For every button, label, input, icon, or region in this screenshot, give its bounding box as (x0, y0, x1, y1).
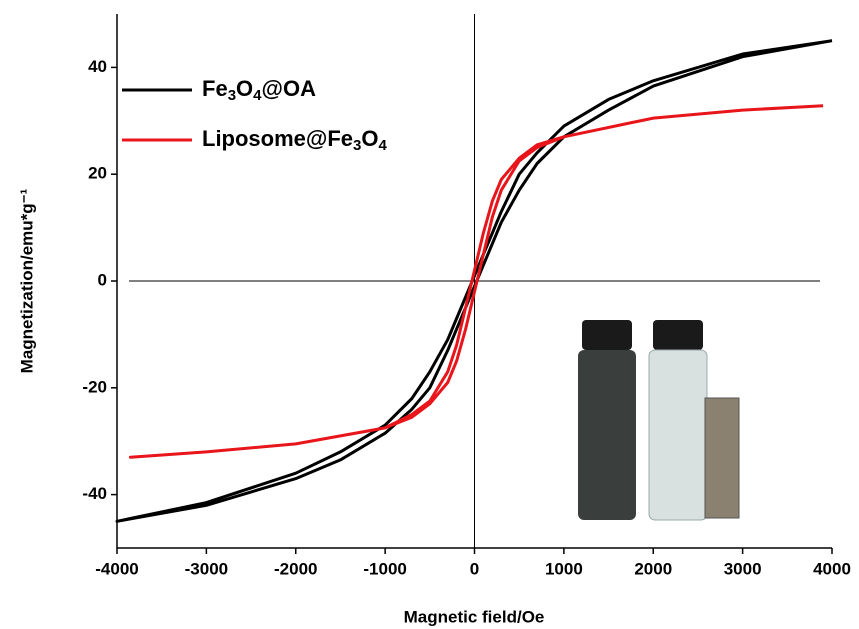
y-tick-label: -20 (82, 377, 107, 396)
x-tick-label: -4000 (95, 559, 138, 578)
vial-cap (653, 320, 703, 350)
y-tick-label: 40 (88, 57, 107, 76)
vial-cap (582, 320, 632, 350)
chart: Magnetic field/Oe Magnetization/emu*g⁻¹ … (0, 0, 859, 629)
x-tick-label: -3000 (185, 559, 228, 578)
x-tick-label: 4000 (813, 559, 851, 578)
x-tick-label: 2000 (634, 559, 672, 578)
vial-dark (578, 350, 636, 520)
x-tick-label: 1000 (545, 559, 583, 578)
y-axis-label: Magnetization/emu*g⁻¹ (17, 188, 36, 373)
x-tick-label: 3000 (724, 559, 762, 578)
x-tick-label: -2000 (274, 559, 317, 578)
x-tick-label: -1000 (363, 559, 406, 578)
x-axis-label: Magnetic field/Oe (404, 607, 545, 626)
vial-clear (649, 350, 707, 520)
y-tick-label: -40 (82, 484, 107, 503)
y-tick-label: 20 (88, 164, 107, 183)
x-tick-label: 0 (470, 559, 479, 578)
magnet (705, 398, 739, 518)
legend-label: Liposome@Fe3O4 (202, 126, 388, 154)
y-tick-label: 0 (98, 270, 107, 289)
inset-photo (565, 320, 815, 530)
legend-label: Fe3O4@OA (202, 76, 316, 104)
